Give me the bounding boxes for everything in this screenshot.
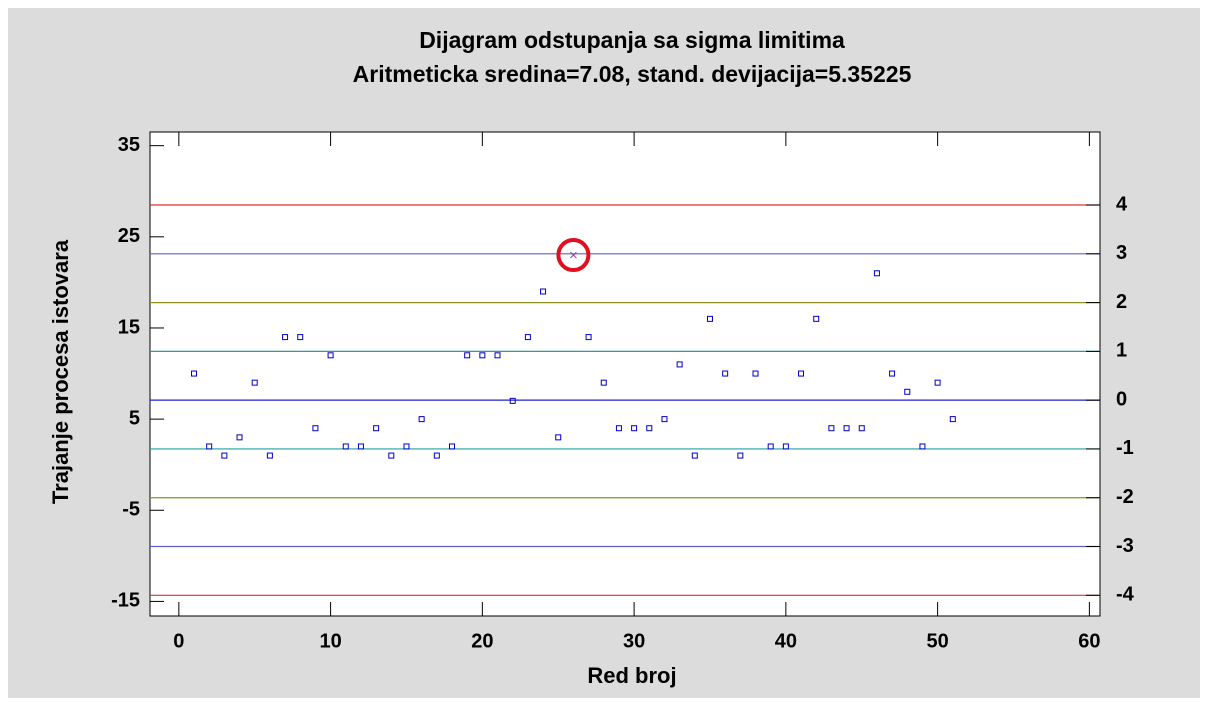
point xyxy=(388,452,395,459)
x-tick-label: 30 xyxy=(623,630,645,652)
y2-tick-label: -1 xyxy=(1116,437,1134,459)
point xyxy=(858,425,865,432)
point xyxy=(676,361,683,368)
point xyxy=(646,425,653,432)
x-tick-label: 60 xyxy=(1078,630,1100,652)
point xyxy=(722,370,729,377)
point xyxy=(752,370,759,377)
x-tick-label: 0 xyxy=(173,630,184,652)
point xyxy=(342,443,349,450)
y2-tick-label: 0 xyxy=(1116,388,1127,410)
y-tick-label: 35 xyxy=(118,134,140,156)
y-tick-label: -5 xyxy=(122,499,140,521)
x-tick-label: 40 xyxy=(775,630,797,652)
y2-tick-label: -3 xyxy=(1116,535,1134,557)
plot-area xyxy=(149,131,1101,617)
point xyxy=(479,352,486,359)
point xyxy=(691,452,698,459)
y2-tick-label: -4 xyxy=(1116,584,1135,606)
point xyxy=(448,443,455,450)
point xyxy=(266,452,273,459)
point xyxy=(615,425,622,432)
point xyxy=(540,288,547,295)
point xyxy=(843,425,850,432)
x-tick-label: 10 xyxy=(319,630,341,652)
point xyxy=(949,416,956,423)
point xyxy=(555,434,562,441)
point xyxy=(570,251,577,259)
point xyxy=(798,370,805,377)
point xyxy=(509,397,516,404)
x-tick-label: 50 xyxy=(926,630,948,652)
point xyxy=(206,443,213,450)
highlight-circle xyxy=(556,238,591,273)
point xyxy=(889,370,896,377)
point xyxy=(236,434,243,441)
chart-subtitle: Aritmeticka sredina=7.08, stand. devijac… xyxy=(353,61,912,87)
y2-tick-label: 2 xyxy=(1116,291,1127,313)
point xyxy=(251,379,258,386)
chart-title: Dijagram odstupanja sa sigma limitima xyxy=(419,27,845,53)
point xyxy=(494,352,501,359)
point xyxy=(813,315,820,322)
point xyxy=(585,334,592,341)
point xyxy=(631,425,638,432)
point xyxy=(919,443,926,450)
point xyxy=(782,443,789,450)
y2-tick-label: 3 xyxy=(1116,242,1127,264)
point xyxy=(433,452,440,459)
point xyxy=(904,388,911,395)
point xyxy=(706,315,713,322)
point xyxy=(873,270,880,277)
y-axis-label: Trajanje procesa istovara xyxy=(48,239,73,504)
point xyxy=(464,352,471,359)
y2-tick-label: 4 xyxy=(1116,193,1128,215)
point xyxy=(524,334,531,341)
point xyxy=(373,425,380,432)
point xyxy=(767,443,774,450)
point xyxy=(403,443,410,450)
point xyxy=(737,452,744,459)
y2-tick-label: -2 xyxy=(1116,486,1134,508)
y-tick-label: 25 xyxy=(118,225,140,247)
point xyxy=(221,452,228,459)
point xyxy=(312,425,319,432)
y-tick-label: 5 xyxy=(129,407,140,429)
point xyxy=(327,352,334,359)
y-tick-label: -15 xyxy=(111,590,140,612)
point xyxy=(282,334,289,341)
point xyxy=(661,416,668,423)
x-axis-label: Red broj xyxy=(587,663,676,688)
point xyxy=(418,416,425,423)
point xyxy=(934,379,941,386)
point xyxy=(357,443,364,450)
point xyxy=(191,370,198,377)
y2-tick-label: 1 xyxy=(1116,340,1127,362)
y-tick-label: 15 xyxy=(118,316,140,338)
point xyxy=(297,334,304,341)
x-tick-label: 20 xyxy=(471,630,493,652)
point xyxy=(828,425,835,432)
point xyxy=(600,379,607,386)
